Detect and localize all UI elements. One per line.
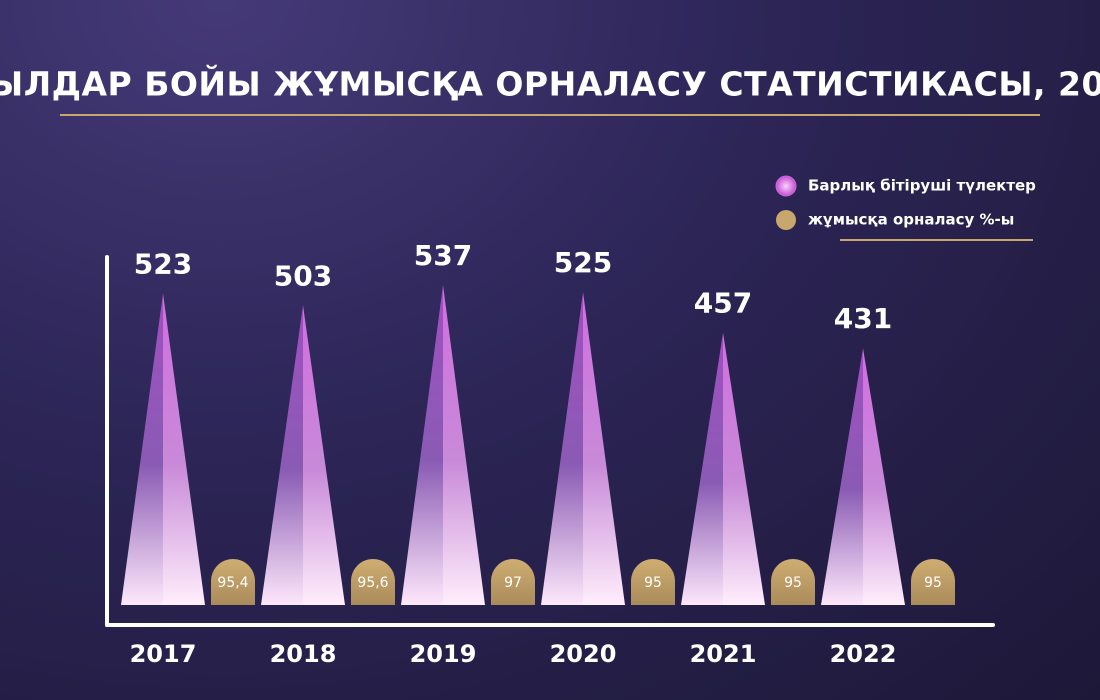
chart-title: ЖЫЛДАР БОЙЫ ЖҰМЫСҚА ОРНАЛАСУ СТАТИСТИКАС…	[0, 64, 1100, 104]
bar-face	[401, 285, 443, 605]
data-label: 523	[134, 247, 192, 280]
data-label: 431	[834, 302, 892, 335]
data-label: 503	[274, 259, 332, 292]
x-tick-label: 2021	[690, 640, 757, 668]
bar-face	[443, 285, 485, 605]
percent-badge	[911, 559, 955, 605]
bar	[401, 285, 485, 605]
data-label: 537	[414, 239, 472, 272]
percent-badge	[211, 559, 255, 605]
data-label: 457	[694, 287, 752, 320]
bar-face	[723, 332, 765, 605]
percent-label: 97	[504, 575, 522, 591]
bar-face	[541, 292, 583, 605]
bar	[541, 292, 625, 605]
bar	[261, 305, 345, 605]
bar-face	[681, 332, 723, 605]
percent-label: 95,4	[217, 575, 248, 591]
bar-face	[261, 305, 303, 605]
x-tick-label: 2017	[130, 640, 197, 668]
data-label: 525	[554, 246, 612, 279]
bar-face	[863, 348, 905, 605]
percent-badge	[771, 559, 815, 605]
bar-face	[121, 293, 163, 605]
percent-label: 95,6	[357, 575, 388, 591]
percent-badge	[631, 559, 675, 605]
bar-face	[163, 293, 205, 605]
bar-face	[303, 305, 345, 605]
x-tick-label: 2020	[550, 640, 617, 668]
percent-badge	[491, 559, 535, 605]
bar-face	[821, 348, 863, 605]
percent-label: 95	[784, 575, 802, 591]
legend-marker	[776, 210, 796, 230]
percent-label: 95	[644, 575, 662, 591]
x-tick-label: 2019	[410, 640, 477, 668]
legend-marker	[775, 175, 797, 197]
legend-label: Барлық бітіруші түлектер	[808, 177, 1036, 195]
x-tick-label: 2022	[830, 640, 897, 668]
bar	[121, 293, 205, 605]
bar	[681, 332, 765, 605]
percent-label: 95	[924, 575, 942, 591]
bar	[821, 348, 905, 605]
x-tick-label: 2018	[270, 640, 337, 668]
bar-face	[583, 292, 625, 605]
legend-label: жұмысқа орналасу %-ы	[808, 211, 1014, 229]
percent-badge	[351, 559, 395, 605]
